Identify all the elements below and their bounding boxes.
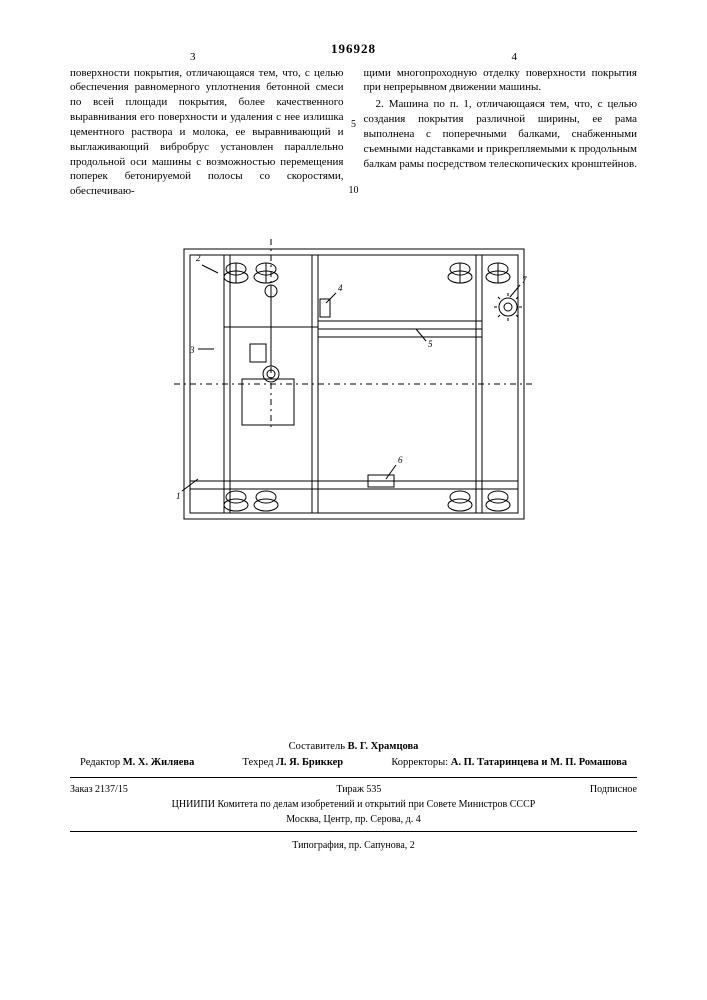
print-info: Заказ 2137/15 Тираж 535 Подписное ЦНИИПИ… <box>70 777 637 832</box>
print-address: Москва, Центр, пр. Серова, д. 4 <box>70 812 637 827</box>
text-columns: 3 4 5 10 поверхности покрытия, отличающа… <box>70 66 637 200</box>
column-number-left: 3 <box>190 50 196 65</box>
credits-row: Редактор М. Х. Жиляева Техред Л. Я. Брик… <box>70 755 637 771</box>
svg-text:6: 6 <box>398 455 403 465</box>
order-number: Заказ 2137/15 <box>70 782 128 797</box>
subscription: Подписное <box>590 782 637 797</box>
correctors: Корректоры: А. П. Татаринцева и М. П. Ро… <box>391 755 627 771</box>
right-para-1: щими многопроходную отделку поверхности … <box>364 66 638 96</box>
tirage: Тираж 535 <box>336 782 381 797</box>
svg-text:7: 7 <box>522 275 527 285</box>
right-para-2: 2. Машина по п. 1, отличающаяся тем, что… <box>364 97 638 171</box>
typography-line: Типография, пр. Сапунова, 2 <box>70 838 637 853</box>
line-number-10: 10 <box>349 184 359 198</box>
right-column: щими многопроходную отделку поверхности … <box>364 66 638 200</box>
column-number-right: 4 <box>512 50 518 65</box>
left-column-text: поверхности покрытия, отличающаяся тем, … <box>70 67 344 198</box>
compiler-line: Составитель В. Г. Храмцова <box>70 739 637 755</box>
print-org: ЦНИИПИ Комитета по делам изобретений и о… <box>70 797 637 812</box>
editor: Редактор М. Х. Жиляева <box>80 755 194 771</box>
svg-text:5: 5 <box>428 339 433 349</box>
svg-text:1: 1 <box>176 491 181 501</box>
line-number-5: 5 <box>351 118 356 132</box>
left-column: поверхности покрытия, отличающаяся тем, … <box>70 66 344 200</box>
svg-text:4: 4 <box>338 283 343 293</box>
credits-block: Составитель В. Г. Храмцова Редактор М. Х… <box>70 739 637 853</box>
technical-drawing: 1 2 3 4 5 6 7 <box>70 229 637 539</box>
techred: Техред Л. Я. Бриккер <box>243 755 344 771</box>
svg-text:3: 3 <box>189 345 195 355</box>
document-number: 196928 <box>70 40 637 58</box>
svg-text:2: 2 <box>196 253 201 263</box>
